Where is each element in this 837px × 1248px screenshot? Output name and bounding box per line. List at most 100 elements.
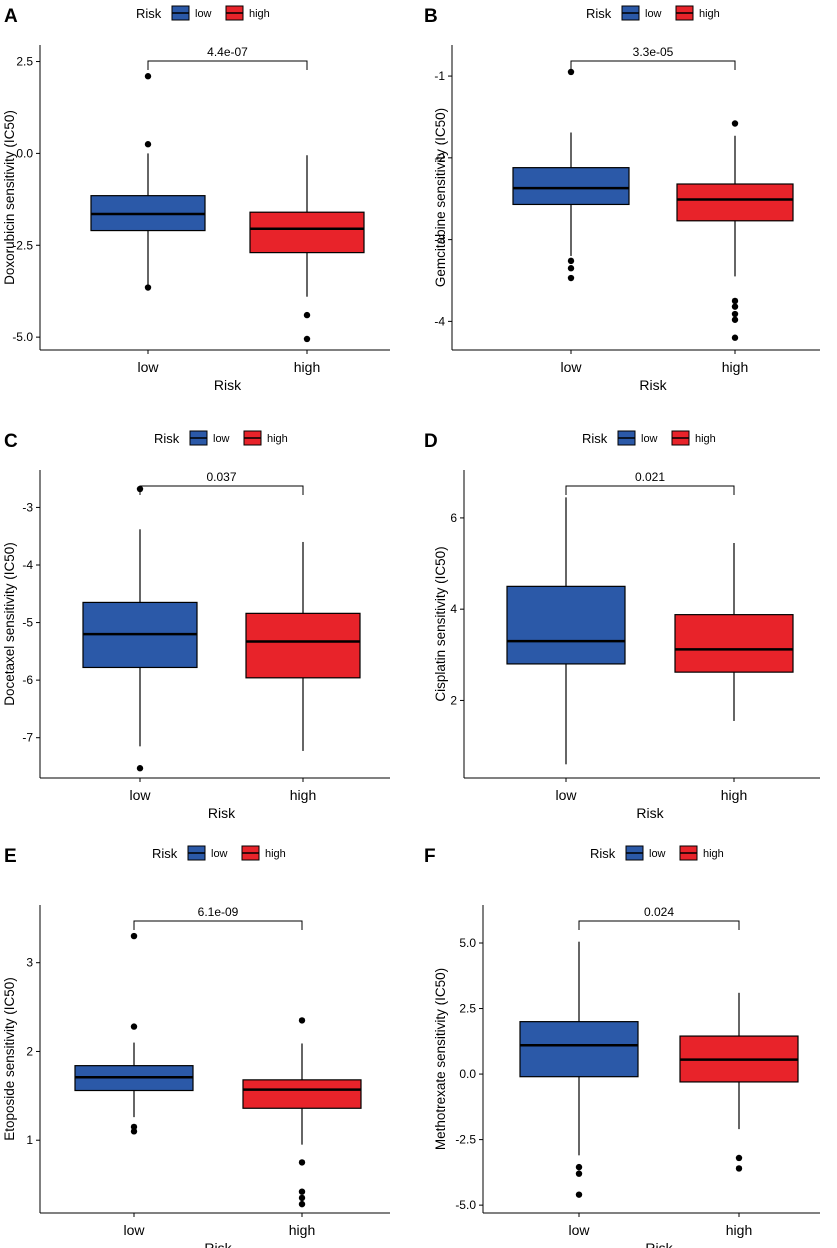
legend-title: Risk [136,6,162,21]
outlier-point [731,120,739,127]
outlier-point [575,1163,583,1171]
legend-title: Risk [590,846,616,861]
y-axis-title: Gemcitabine sensitivity (IC50) [433,108,448,287]
outlier-point [144,141,152,148]
y-tick-label: -2.5 [455,1133,476,1147]
box-body [242,1079,362,1109]
x-tick-label-high: high [721,787,747,803]
box-body [674,614,794,673]
x-axis-title: Risk [208,805,236,821]
outlier-point [731,310,739,318]
legend-label-low: low [641,433,658,445]
outlier-point [731,297,739,305]
panel-d: D Risk low high 6 4 2 low high Risk Cisplatin sens… [424,430,820,821]
y-axis-title: Etoposide sensitivity (IC50) [2,977,17,1141]
legend-title: Risk [586,6,612,21]
x-axis-title: Risk [636,805,664,821]
x-tick-label-low: low [560,359,582,375]
y-tick-label: -2.5 [12,238,33,252]
box-body [245,612,361,679]
significance-bracket [133,920,303,930]
y-tick-label: -6 [22,673,33,687]
legend-label-low: low [195,8,212,20]
y-tick-label: 0.0 [16,146,33,160]
y-tick-label: -1 [434,69,445,83]
legend-label-high: high [265,848,286,860]
x-axis-title: Risk [214,377,242,393]
x-tick-label-high: high [294,359,320,375]
y-tick-label: 2 [450,693,457,707]
box-low [506,497,626,765]
x-tick-label-low: low [123,1222,145,1238]
box-low [512,68,630,282]
y-tick-label: -5 [22,616,33,630]
y-tick-label: -3 [22,500,33,514]
box-body [249,211,365,254]
p-value-label: 6.1e-09 [198,905,239,919]
y-tick-label: -2 [434,151,445,165]
significance-bracket [147,60,308,70]
outlier-point [298,1017,306,1024]
outlier-point [567,68,575,76]
outlier-point [144,73,152,80]
legend-label-low: low [213,433,230,445]
outlier-point [298,1200,306,1208]
y-tick-label: 1 [26,1133,33,1147]
y-tick-label: -5.0 [12,330,33,344]
outlier-point [731,303,739,310]
outlier-point [567,257,575,265]
legend-label-high: high [267,433,288,445]
y-tick-label: 2.5 [459,1002,476,1016]
outlier-point [130,1123,138,1131]
y-axis-title: Methotrexate sensitivity (IC50) [433,968,448,1150]
box-low [74,932,194,1135]
outlier-point [298,1188,306,1195]
box-body [519,1021,639,1078]
y-axis-title: Cisplatin sensitivity (IC50) [433,546,448,701]
significance-bracket [570,60,736,70]
x-tick-label-high: high [290,787,316,803]
p-value-label: 0.024 [644,905,674,919]
box-low [519,941,639,1198]
p-value-label: 0.037 [206,470,236,484]
outlier-point [567,265,575,272]
legend-title: Risk [154,431,180,446]
panel-letter: C [4,431,18,452]
y-tick-label: 0.0 [459,1067,476,1081]
x-tick-label-high: high [726,1222,752,1238]
panel-letter: F [424,846,436,867]
box-body [506,585,626,665]
y-axis-title: Docetaxel sensitivity (IC50) [2,542,17,706]
y-tick-label: 4 [450,602,457,616]
box-high [245,541,361,751]
y-tick-label: 5.0 [459,936,476,950]
y-tick-label: 2.5 [16,55,33,69]
box-body [676,183,794,222]
p-value-label: 3.3e-05 [633,45,674,59]
box-high [676,120,794,341]
outlier-point [144,284,152,291]
outlier-point [735,1165,743,1172]
x-tick-label-low: low [129,787,151,803]
panel-letter: B [424,6,438,27]
panel-letter: A [4,6,18,27]
outlier-point [567,274,575,282]
x-axis-title: Risk [639,377,667,393]
outlier-point [298,1194,306,1202]
significance-bracket [565,485,735,495]
panel-letter: E [4,846,17,867]
x-tick-label-high: high [289,1222,315,1238]
outlier-point [130,1128,138,1135]
x-axis-title: Risk [645,1240,673,1248]
x-tick-label-low: low [555,787,577,803]
outlier-point [130,1023,138,1030]
box-high [674,543,794,721]
y-tick-label: -4 [434,314,445,328]
outlier-point [136,765,144,772]
y-tick-label: 3 [26,956,33,970]
box-high [242,1017,362,1208]
outlier-point [303,335,311,343]
outlier-point [575,1170,583,1177]
panel-f: F Risk low high 5.0 2.5 0.0 -2.5 -5.0 low high Risk… [424,845,820,1248]
outlier-point [731,334,739,341]
